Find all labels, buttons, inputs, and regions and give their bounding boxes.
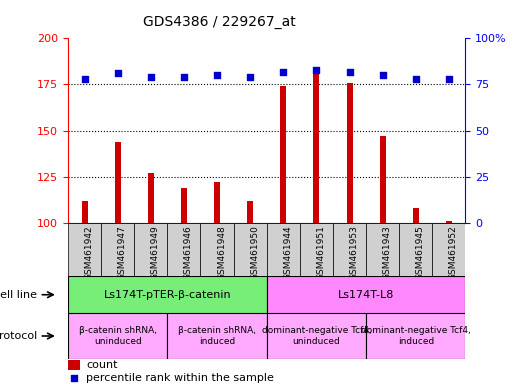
Bar — [68, 360, 80, 370]
Text: GSM461953: GSM461953 — [349, 225, 359, 280]
Text: β-catenin shRNA,
uninduced: β-catenin shRNA, uninduced — [78, 326, 157, 346]
Bar — [148, 173, 154, 223]
Point — [445, 76, 453, 82]
Bar — [115, 142, 121, 223]
Point — [312, 67, 321, 73]
Text: dominant-negative Tcf4,
induced: dominant-negative Tcf4, induced — [361, 326, 471, 346]
Text: Ls174T-pTER-β-catenin: Ls174T-pTER-β-catenin — [104, 290, 231, 300]
Bar — [234, 223, 267, 276]
Bar — [267, 276, 465, 313]
Text: GSM461951: GSM461951 — [316, 225, 325, 280]
Bar — [347, 83, 353, 223]
Text: dominant-negative Tcf4,
uninduced: dominant-negative Tcf4, uninduced — [262, 326, 371, 346]
Text: GSM461948: GSM461948 — [217, 225, 226, 280]
Point — [412, 76, 420, 82]
Point — [345, 68, 354, 74]
Bar — [247, 200, 253, 223]
Text: GSM461952: GSM461952 — [449, 225, 458, 280]
Bar — [366, 313, 465, 359]
Text: GSM461942: GSM461942 — [85, 225, 94, 280]
Text: GDS4386 / 229267_at: GDS4386 / 229267_at — [143, 15, 296, 29]
Bar — [68, 223, 101, 276]
Text: GSM461950: GSM461950 — [250, 225, 259, 280]
Bar — [380, 136, 385, 223]
Point — [146, 74, 155, 80]
Bar — [280, 86, 286, 223]
Text: percentile rank within the sample: percentile rank within the sample — [86, 373, 274, 383]
Text: GSM461949: GSM461949 — [151, 225, 160, 280]
Point — [81, 76, 89, 82]
Bar — [101, 223, 134, 276]
Text: GSM461947: GSM461947 — [118, 225, 127, 280]
Bar — [313, 73, 320, 223]
Text: GSM461943: GSM461943 — [383, 225, 392, 280]
Bar — [68, 313, 167, 359]
Bar — [181, 188, 187, 223]
Bar — [446, 221, 452, 223]
Bar — [167, 313, 267, 359]
Point — [246, 74, 254, 80]
Text: β-catenin shRNA,
induced: β-catenin shRNA, induced — [178, 326, 256, 346]
Point — [379, 72, 387, 78]
Bar — [134, 223, 167, 276]
Bar — [214, 182, 220, 223]
Bar — [82, 200, 87, 223]
Point — [113, 70, 122, 76]
Point — [70, 375, 78, 381]
Bar — [167, 223, 200, 276]
Point — [279, 68, 288, 74]
Bar — [413, 208, 419, 223]
Bar — [300, 223, 333, 276]
Bar — [267, 313, 366, 359]
Bar — [399, 223, 433, 276]
Text: GSM461944: GSM461944 — [283, 225, 292, 280]
Bar — [267, 223, 300, 276]
Text: count: count — [86, 360, 117, 370]
Text: protocol: protocol — [0, 331, 38, 341]
Point — [213, 72, 221, 78]
Text: Ls174T-L8: Ls174T-L8 — [338, 290, 394, 300]
Text: GSM461945: GSM461945 — [416, 225, 425, 280]
Bar — [433, 223, 465, 276]
Bar — [200, 223, 234, 276]
Bar — [68, 276, 267, 313]
Text: GSM461946: GSM461946 — [184, 225, 193, 280]
Bar — [333, 223, 366, 276]
Point — [180, 74, 188, 80]
Text: cell line: cell line — [0, 290, 38, 300]
Bar — [366, 223, 399, 276]
